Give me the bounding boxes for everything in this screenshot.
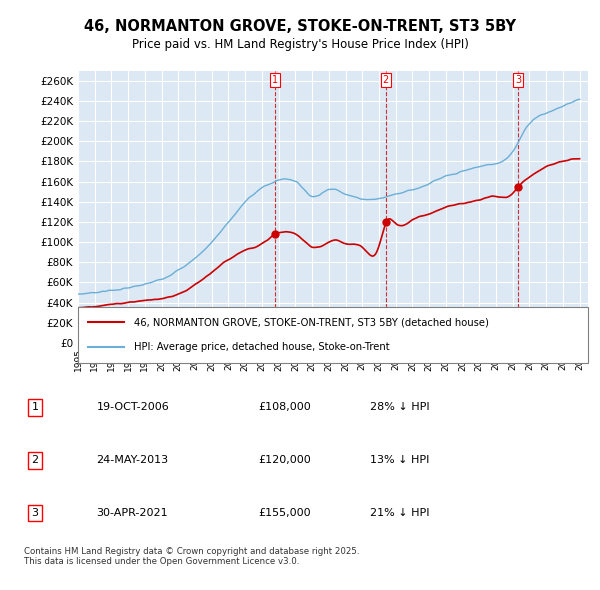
Text: 3: 3 [32, 508, 38, 518]
Text: 21% ↓ HPI: 21% ↓ HPI [370, 508, 430, 518]
Text: 2: 2 [383, 75, 389, 85]
Text: 46, NORMANTON GROVE, STOKE-ON-TRENT, ST3 5BY: 46, NORMANTON GROVE, STOKE-ON-TRENT, ST3… [84, 19, 516, 34]
Text: £120,000: £120,000 [259, 455, 311, 465]
Text: 46, NORMANTON GROVE, STOKE-ON-TRENT, ST3 5BY (detached house): 46, NORMANTON GROVE, STOKE-ON-TRENT, ST3… [134, 317, 489, 327]
Text: £108,000: £108,000 [259, 402, 311, 412]
Text: 28% ↓ HPI: 28% ↓ HPI [370, 402, 430, 412]
Text: 13% ↓ HPI: 13% ↓ HPI [370, 455, 430, 465]
Text: 30-APR-2021: 30-APR-2021 [97, 508, 168, 518]
Text: 3: 3 [515, 75, 521, 85]
Text: Contains HM Land Registry data © Crown copyright and database right 2025.
This d: Contains HM Land Registry data © Crown c… [24, 547, 359, 566]
Text: 2: 2 [32, 455, 39, 465]
Text: Price paid vs. HM Land Registry's House Price Index (HPI): Price paid vs. HM Land Registry's House … [131, 38, 469, 51]
Text: 1: 1 [32, 402, 38, 412]
Text: 1: 1 [272, 75, 278, 85]
Text: 19-OCT-2006: 19-OCT-2006 [97, 402, 169, 412]
Text: HPI: Average price, detached house, Stoke-on-Trent: HPI: Average price, detached house, Stok… [134, 342, 390, 352]
FancyBboxPatch shape [78, 307, 588, 363]
Text: 24-MAY-2013: 24-MAY-2013 [97, 455, 169, 465]
Text: £155,000: £155,000 [259, 508, 311, 518]
